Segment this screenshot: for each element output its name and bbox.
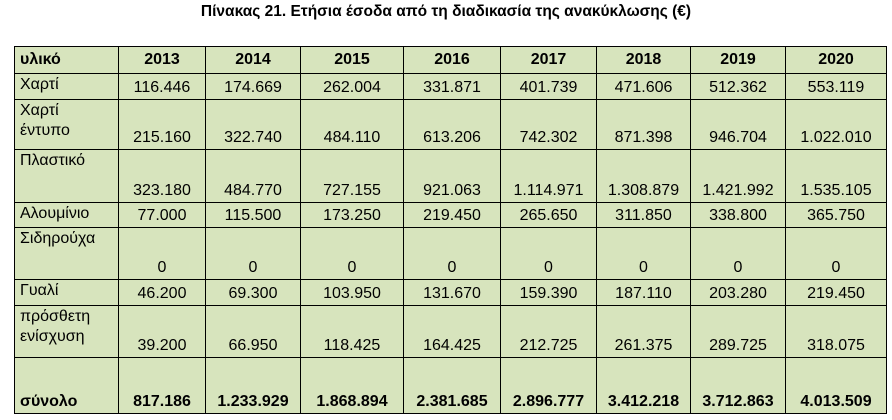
value-cell: 103.950: [300, 279, 404, 306]
value-cell: 365.750: [785, 202, 887, 228]
value-cell: 1.868.894: [300, 357, 404, 414]
header-cell: 2017: [500, 46, 597, 74]
row-label: Γυαλί: [14, 279, 119, 306]
table-row: Χαρτί έντυπο 215.160 322.740 484.110 613.206…: [14, 99, 887, 150]
value-cell: 817.186: [118, 357, 206, 414]
value-cell: 3.412.218: [596, 357, 691, 414]
value-cell: 1.308.879: [596, 149, 691, 203]
value-cell: 0: [596, 227, 691, 280]
header-cell: 2016: [403, 46, 501, 74]
row-label: Χαρτί: [14, 73, 119, 100]
revenue-table: υλικό 2013 2014 2015 2016 2017 2018 2019 2020 Χα…: [14, 46, 887, 414]
header-cell: 2019: [690, 46, 786, 74]
value-cell: 66.950: [205, 305, 301, 358]
header-cell: 2015: [300, 46, 404, 74]
table-row: Σιδηρούχα 0 0 0 0 0 0 0 0: [14, 227, 887, 280]
value-cell: 0: [785, 227, 887, 280]
table-row: Πλαστικό 323.180 484.770 727.155 921.063 1.11…: [14, 149, 887, 203]
value-cell: 0: [300, 227, 404, 280]
value-cell: 164.425: [403, 305, 501, 358]
value-cell: 318.075: [785, 305, 887, 358]
header-cell: 2014: [205, 46, 301, 74]
value-cell: 1.022.010: [785, 99, 887, 150]
value-cell: 311.850: [596, 202, 691, 228]
value-cell: 323.180: [118, 149, 206, 203]
value-cell: 484.110: [300, 99, 404, 150]
value-cell: 4.013.509: [785, 357, 887, 414]
table-row: σύνολο 817.186 1.233.929 1.868.894 2.381.685…: [14, 357, 887, 414]
value-cell: 727.155: [300, 149, 404, 203]
value-cell: 173.250: [300, 202, 404, 228]
value-cell: 289.725: [690, 305, 786, 358]
value-cell: 265.650: [500, 202, 597, 228]
row-label: Πλαστικό: [14, 149, 119, 203]
row-label: πρόσθετη ενίσχυση: [14, 305, 119, 358]
row-label: Αλουμίνιο: [14, 202, 119, 228]
value-cell: 0: [403, 227, 501, 280]
value-cell: 331.871: [403, 73, 501, 100]
table-title: Πίνακας 21. Ετήσια έσοδα από τη διαδικασ…: [200, 3, 692, 20]
value-cell: 212.725: [500, 305, 597, 358]
table-row: Χαρτί 116.446 174.669 262.004 331.871 401.739…: [14, 73, 887, 100]
table-row: πρόσθετη ενίσχυση 39.200 66.950 118.425 164.…: [14, 305, 887, 358]
table-body: Χαρτί 116.446 174.669 262.004 331.871 401.739…: [14, 73, 887, 414]
value-cell: 0: [205, 227, 301, 280]
value-cell: 215.160: [118, 99, 206, 150]
value-cell: 3.712.863: [690, 357, 786, 414]
table-row: Γυαλί 46.200 69.300 103.950 131.670 159.390 18…: [14, 279, 887, 306]
value-cell: 159.390: [500, 279, 597, 306]
value-cell: 0: [690, 227, 786, 280]
value-cell: 219.450: [403, 202, 501, 228]
value-cell: 0: [500, 227, 597, 280]
row-label: Χαρτί έντυπο: [14, 99, 119, 150]
value-cell: 484.770: [205, 149, 301, 203]
value-cell: 39.200: [118, 305, 206, 358]
value-cell: 46.200: [118, 279, 206, 306]
header-row: υλικό 2013 2014 2015 2016 2017 2018 2019 2020: [14, 46, 887, 74]
value-cell: 1.421.992: [690, 149, 786, 203]
value-cell: 203.280: [690, 279, 786, 306]
value-cell: 262.004: [300, 73, 404, 100]
value-cell: 77.000: [118, 202, 206, 228]
value-cell: 116.446: [118, 73, 206, 100]
value-cell: 219.450: [785, 279, 887, 306]
header-cell: 2020: [785, 46, 887, 74]
value-cell: 921.063: [403, 149, 501, 203]
value-cell: 471.606: [596, 73, 691, 100]
header-cell: υλικό: [14, 46, 119, 74]
value-cell: 0: [118, 227, 206, 280]
value-cell: 2.381.685: [403, 357, 501, 414]
value-cell: 512.362: [690, 73, 786, 100]
value-cell: 131.670: [403, 279, 501, 306]
header-cell: 2018: [596, 46, 691, 74]
value-cell: 946.704: [690, 99, 786, 150]
value-cell: 261.375: [596, 305, 691, 358]
value-cell: 1.114.971: [500, 149, 597, 203]
value-cell: 115.500: [205, 202, 301, 228]
value-cell: 613.206: [403, 99, 501, 150]
value-cell: 871.398: [596, 99, 691, 150]
value-cell: 174.669: [205, 73, 301, 100]
value-cell: 553.119: [785, 73, 887, 100]
value-cell: 401.739: [500, 73, 597, 100]
value-cell: 118.425: [300, 305, 404, 358]
value-cell: 2.896.777: [500, 357, 597, 414]
value-cell: 338.800: [690, 202, 786, 228]
table-row: Αλουμίνιο 77.000 115.500 173.250 219.450 265.…: [14, 202, 887, 228]
value-cell: 742.302: [500, 99, 597, 150]
header-cell: 2013: [118, 46, 206, 74]
value-cell: 1.233.929: [205, 357, 301, 414]
value-cell: 322.740: [205, 99, 301, 150]
row-label: Σιδηρούχα: [14, 227, 119, 280]
value-cell: 187.110: [596, 279, 691, 306]
value-cell: 69.300: [205, 279, 301, 306]
row-label: σύνολο: [14, 357, 119, 414]
value-cell: 1.535.105: [785, 149, 887, 203]
